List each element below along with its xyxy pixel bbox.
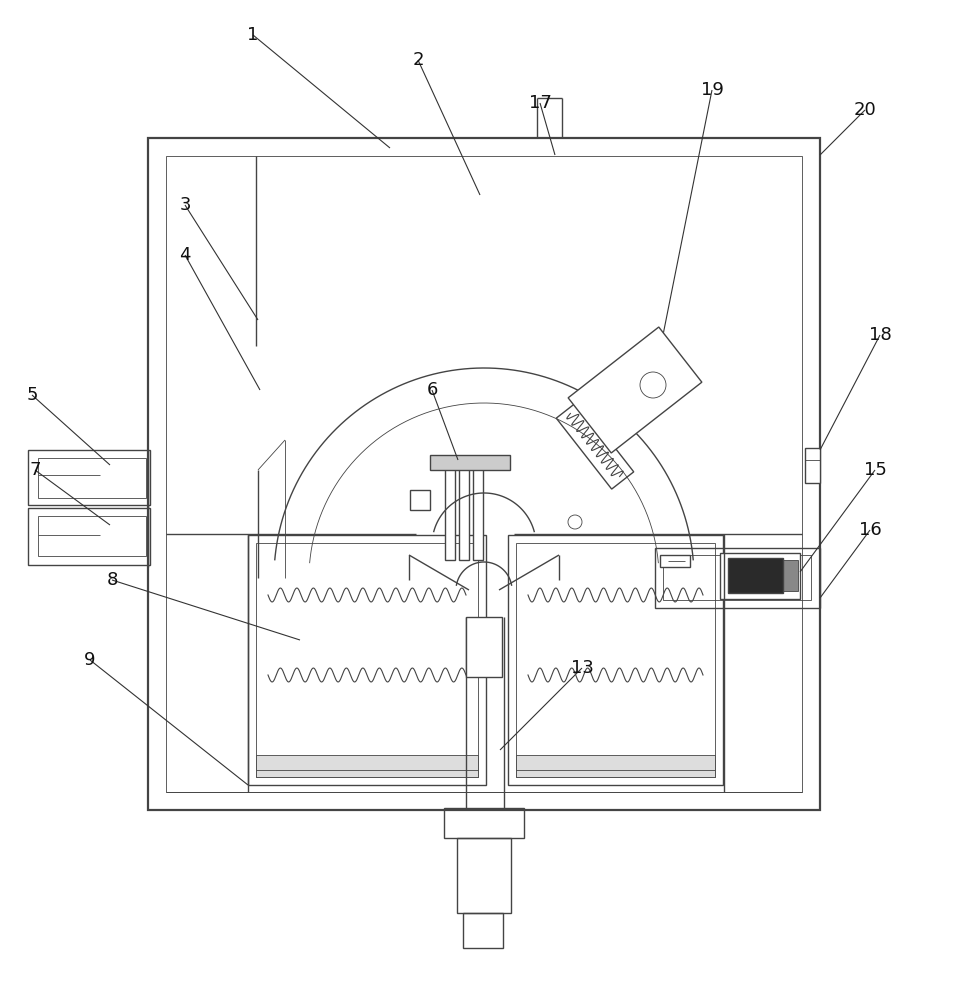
Circle shape <box>640 372 666 398</box>
Text: 6: 6 <box>427 381 438 399</box>
Bar <box>516 543 715 777</box>
Bar <box>430 455 510 470</box>
Text: 5: 5 <box>26 386 38 404</box>
Text: 18: 18 <box>868 326 892 344</box>
Bar <box>256 543 478 777</box>
Bar <box>783 560 798 591</box>
Bar <box>38 516 146 556</box>
Bar <box>516 755 715 777</box>
Text: 3: 3 <box>179 196 191 214</box>
Text: 2: 2 <box>412 51 424 69</box>
Bar <box>655 548 820 608</box>
Bar <box>720 553 800 599</box>
Text: 9: 9 <box>84 651 96 669</box>
Text: 20: 20 <box>854 101 876 119</box>
Bar <box>256 755 478 777</box>
Bar <box>508 535 723 785</box>
Text: 8: 8 <box>106 571 118 589</box>
Polygon shape <box>568 327 702 453</box>
Bar <box>38 458 146 498</box>
Circle shape <box>568 515 582 529</box>
Bar <box>248 535 486 785</box>
Bar <box>466 617 502 677</box>
Text: 4: 4 <box>179 246 191 264</box>
Bar <box>463 913 503 948</box>
Bar <box>166 156 802 792</box>
Text: 17: 17 <box>529 94 551 112</box>
Text: 1: 1 <box>247 26 259 44</box>
Bar <box>805 448 820 483</box>
Bar <box>28 508 150 565</box>
Bar <box>457 838 511 913</box>
Bar <box>660 555 690 567</box>
Text: 19: 19 <box>701 81 724 99</box>
Bar <box>148 138 820 810</box>
Bar <box>28 450 150 505</box>
Text: 15: 15 <box>864 461 887 479</box>
Bar <box>444 808 524 838</box>
Text: 16: 16 <box>859 521 881 539</box>
Bar <box>473 460 483 560</box>
Bar <box>410 490 430 510</box>
Bar <box>728 558 783 593</box>
Bar <box>459 460 469 560</box>
Bar <box>445 460 455 560</box>
Text: 7: 7 <box>29 461 41 479</box>
Text: 13: 13 <box>570 659 593 677</box>
Bar <box>663 555 811 600</box>
